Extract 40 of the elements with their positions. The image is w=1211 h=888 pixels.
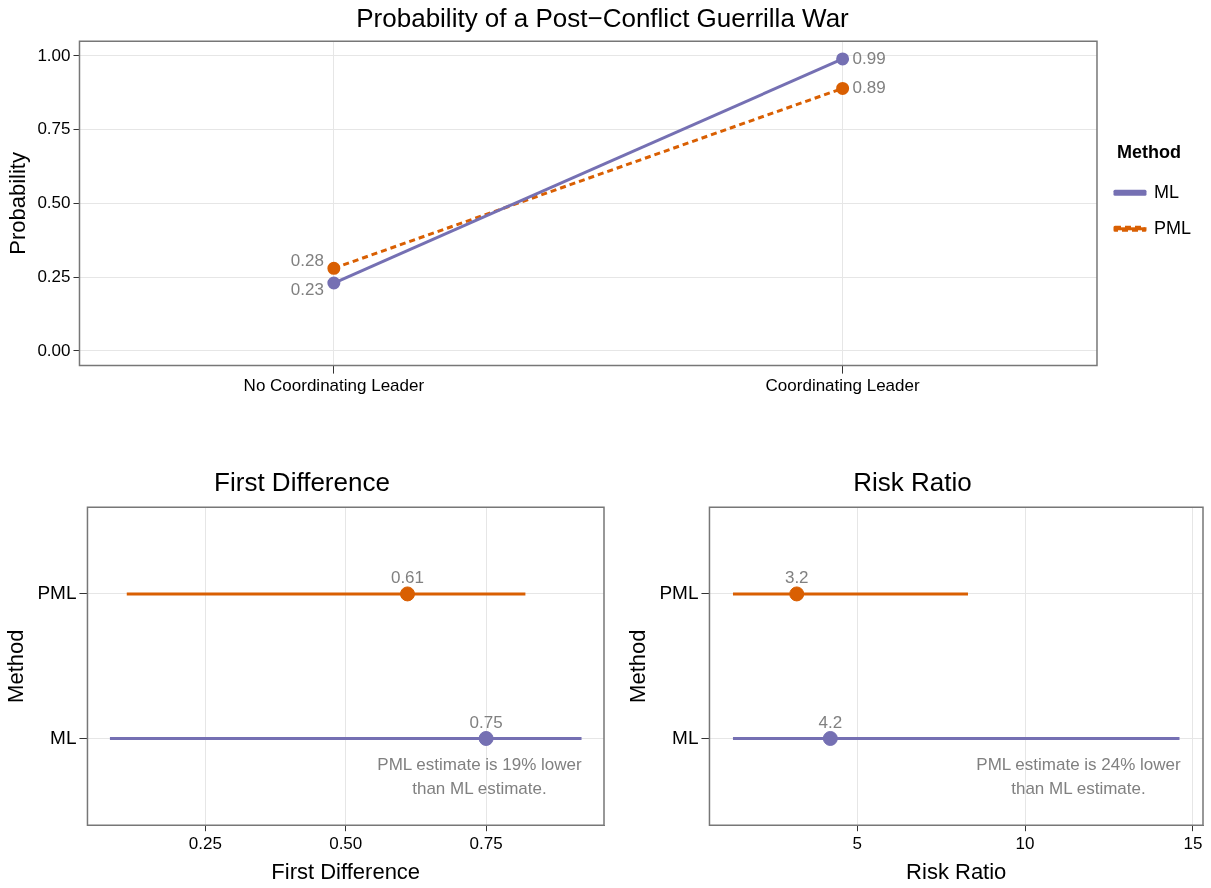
data-label: 0.23	[290, 279, 324, 299]
point	[836, 81, 850, 95]
chart-title: Risk Ratio	[853, 466, 972, 497]
y-tick-label: 0.00	[37, 340, 71, 360]
data-label: 4.2	[818, 712, 843, 732]
data-label: 0.75	[469, 712, 503, 732]
data-label: 3.2	[784, 568, 809, 588]
data-label: 0.89	[852, 78, 886, 98]
point	[836, 52, 850, 66]
y-axis-title: Probability	[5, 152, 31, 255]
point	[327, 261, 341, 275]
y-axis-title: Method	[3, 629, 29, 703]
y-axis-title: Method	[625, 629, 651, 703]
y-tick-label: PML	[37, 582, 77, 604]
x-tick-label: Coordinating Leader	[765, 376, 920, 396]
legend-label: PML	[1153, 217, 1191, 238]
x-tick-label: 15	[1183, 834, 1203, 854]
x-tick-label: 5	[852, 834, 862, 854]
data-label: 0.99	[852, 48, 886, 68]
legend-label: ML	[1153, 181, 1179, 202]
y-tick-label: 1.00	[37, 45, 71, 65]
x-tick-label: 0.75	[469, 834, 503, 854]
x-tick-label: 10	[1015, 834, 1035, 854]
y-tick-label: 0.25	[37, 266, 71, 286]
x-axis-title: Risk Ratio	[906, 858, 1007, 884]
y-tick-label: 0.75	[37, 119, 71, 139]
y-tick-label: 0.50	[37, 193, 71, 213]
point	[327, 276, 341, 290]
annotation: PML estimate is 19% lower than ML estimate.	[377, 754, 583, 798]
annotation: PML estimate is 24% lower than ML estimate.	[976, 754, 1182, 798]
legend-title: Method	[1117, 142, 1181, 163]
y-tick-label: ML	[50, 726, 77, 748]
x-axis-title: First Difference	[271, 858, 421, 884]
x-tick-label: 0.25	[188, 834, 222, 854]
x-tick-label: No Coordinating Leader	[243, 376, 425, 396]
data-label: 0.61	[390, 568, 425, 588]
data-label: 0.28	[290, 250, 324, 270]
chart-title: First Difference	[214, 466, 390, 497]
chart-title: Probability of a Post−Conflict Guerrilla War	[356, 2, 850, 33]
x-tick-label: 0.50	[329, 834, 363, 854]
